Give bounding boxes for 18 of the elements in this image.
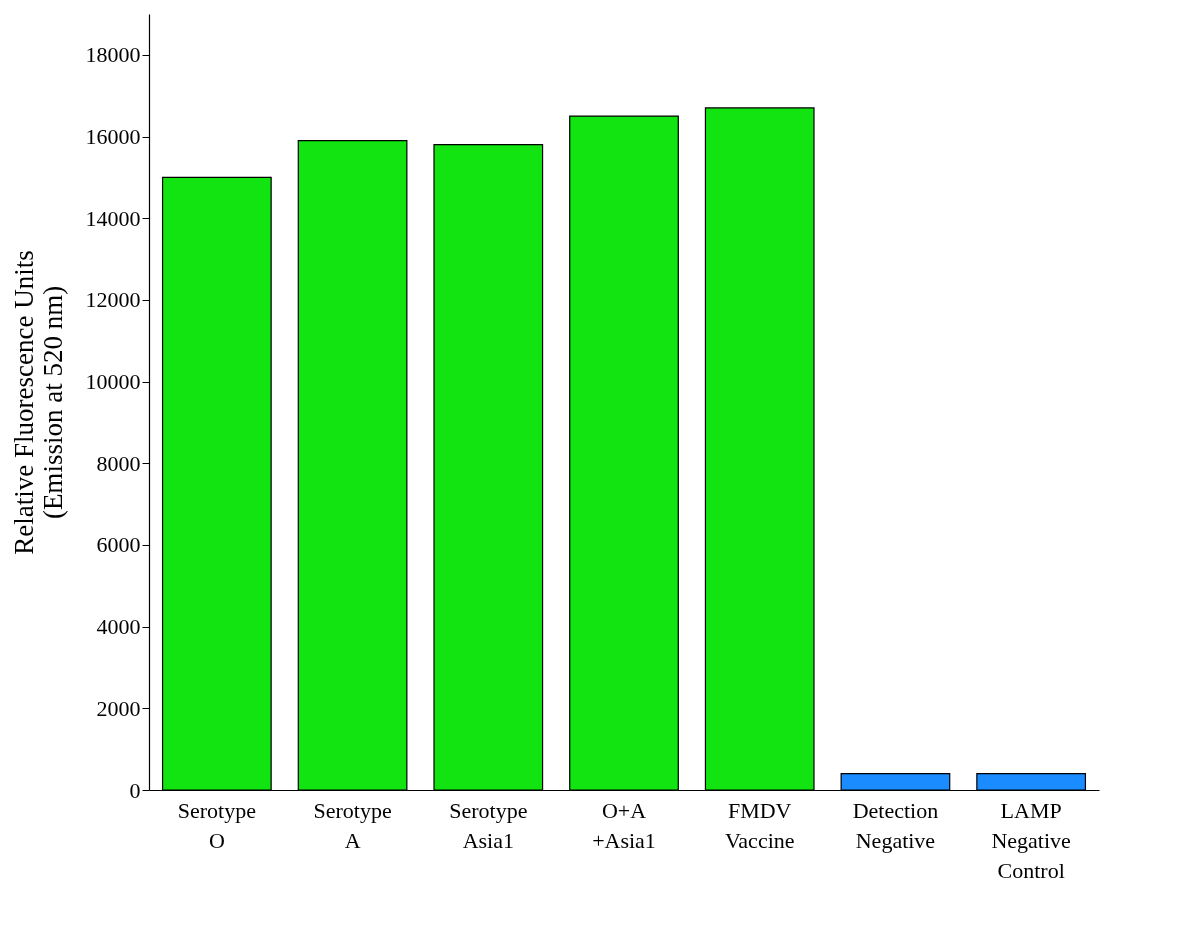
x-tick-label: Serotype O (177, 797, 256, 853)
y-tick-label: 10000 (85, 369, 141, 395)
x-tick-label: Detection Negative (852, 797, 939, 853)
y-tick-label: 8000 (96, 450, 141, 476)
x-tick-label: Serotype A (313, 797, 392, 853)
y-tick-label: 12000 (85, 287, 141, 313)
y-tick-label: 18000 (85, 42, 141, 68)
y-tick-label: 2000 (96, 695, 141, 721)
x-tick-label: O+A +Asia1 (592, 797, 656, 853)
y-tick-label: 0 (129, 777, 141, 803)
x-tick-label: LAMP Negative Control (991, 797, 1071, 883)
x-tick-label: FMDV Vaccine (724, 797, 795, 853)
y-axis-title: Relative Fluorescence Units (Emission at 520 nm) (8, 250, 68, 555)
x-tick-label: Serotype Asia1 (449, 797, 528, 853)
y-tick-label: 4000 (96, 614, 141, 640)
y-tick-label: 16000 (85, 124, 141, 150)
y-tick-label: 14000 (85, 205, 141, 231)
y-tick-label: 6000 (96, 532, 141, 558)
